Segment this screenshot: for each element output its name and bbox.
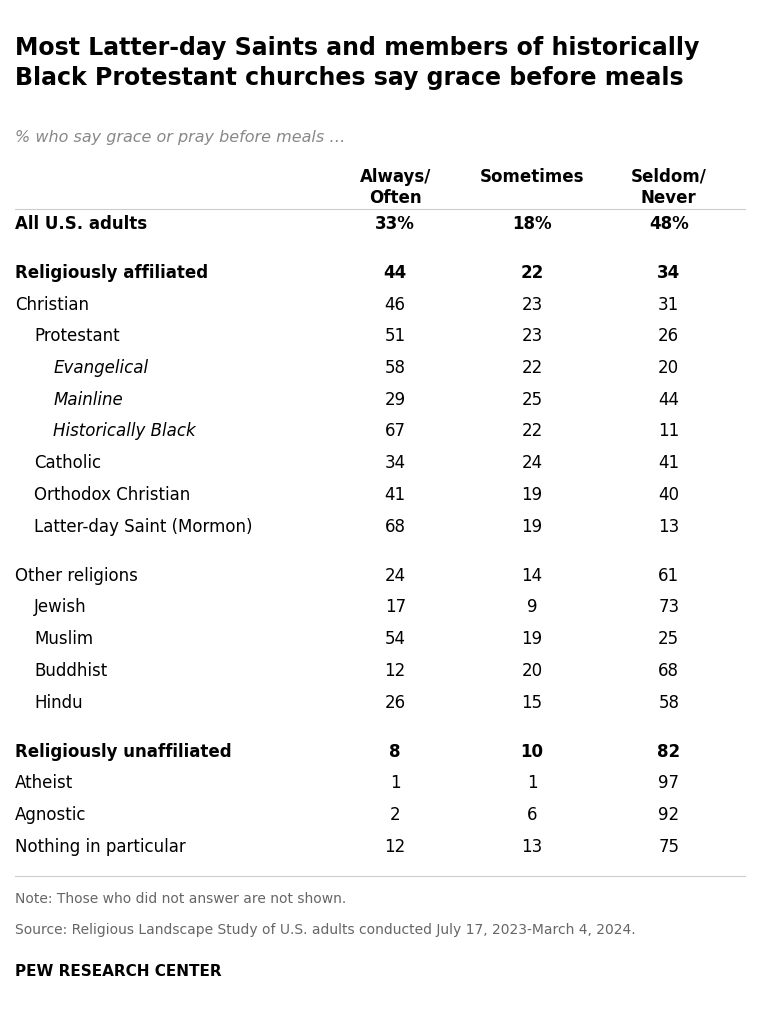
Text: 23: 23 (521, 296, 543, 314)
Text: 41: 41 (658, 454, 679, 473)
Text: 26: 26 (658, 327, 679, 346)
Text: Latter-day Saint (Mormon): Latter-day Saint (Mormon) (34, 518, 252, 536)
Text: 24: 24 (385, 567, 406, 585)
Text: 15: 15 (521, 694, 543, 712)
Text: 33%: 33% (375, 215, 415, 233)
Text: 41: 41 (385, 486, 406, 504)
Text: Orthodox Christian: Orthodox Christian (34, 486, 191, 504)
Text: 73: 73 (658, 598, 679, 617)
Text: Source: Religious Landscape Study of U.S. adults conducted July 17, 2023-March 4: Source: Religious Landscape Study of U.S… (15, 923, 636, 937)
Text: PEW RESEARCH CENTER: PEW RESEARCH CENTER (15, 964, 222, 979)
Text: 54: 54 (385, 630, 406, 649)
Text: 29: 29 (385, 391, 406, 409)
Text: 13: 13 (658, 518, 679, 536)
Text: 51: 51 (385, 327, 406, 346)
Text: 97: 97 (658, 774, 679, 793)
Text: 19: 19 (521, 518, 543, 536)
Text: 23: 23 (521, 327, 543, 346)
Text: Hindu: Hindu (34, 694, 83, 712)
Text: 20: 20 (658, 359, 679, 377)
Text: Seldom/
Never: Seldom/ Never (631, 168, 707, 207)
Text: 31: 31 (658, 296, 679, 314)
Text: All U.S. adults: All U.S. adults (15, 215, 147, 233)
Text: 2: 2 (390, 806, 401, 825)
Text: 13: 13 (521, 838, 543, 856)
Text: Historically Black: Historically Black (53, 422, 196, 441)
Text: 25: 25 (521, 391, 543, 409)
Text: Evangelical: Evangelical (53, 359, 148, 377)
Text: Most Latter-day Saints and members of historically
Black Protestant churches say: Most Latter-day Saints and members of hi… (15, 36, 699, 89)
Text: Jewish: Jewish (34, 598, 87, 617)
Text: Mainline: Mainline (53, 391, 123, 409)
Text: Catholic: Catholic (34, 454, 101, 473)
Text: 92: 92 (658, 806, 679, 825)
Text: 58: 58 (385, 359, 406, 377)
Text: 22: 22 (521, 359, 543, 377)
Text: 18%: 18% (512, 215, 552, 233)
Text: 22: 22 (521, 422, 543, 441)
Text: Nothing in particular: Nothing in particular (15, 838, 186, 856)
Text: 12: 12 (385, 838, 406, 856)
Text: 12: 12 (385, 662, 406, 680)
Text: 34: 34 (385, 454, 406, 473)
Text: 10: 10 (521, 743, 543, 761)
Text: 20: 20 (521, 662, 543, 680)
Text: 19: 19 (521, 630, 543, 649)
Text: 8: 8 (389, 743, 401, 761)
Text: Other religions: Other religions (15, 567, 138, 585)
Text: 26: 26 (385, 694, 406, 712)
Text: Protestant: Protestant (34, 327, 120, 346)
Text: Always/
Often: Always/ Often (359, 168, 431, 207)
Text: 24: 24 (521, 454, 543, 473)
Text: 34: 34 (657, 264, 680, 282)
Text: 75: 75 (658, 838, 679, 856)
Text: Christian: Christian (15, 296, 89, 314)
Text: 68: 68 (385, 518, 406, 536)
Text: 44: 44 (384, 264, 407, 282)
Text: 48%: 48% (649, 215, 689, 233)
Text: 46: 46 (385, 296, 406, 314)
Text: Agnostic: Agnostic (15, 806, 87, 825)
Text: 9: 9 (527, 598, 537, 617)
Text: 67: 67 (385, 422, 406, 441)
Text: 68: 68 (658, 662, 679, 680)
Text: 61: 61 (658, 567, 679, 585)
Text: 6: 6 (527, 806, 537, 825)
Text: 40: 40 (658, 486, 679, 504)
Text: Note: Those who did not answer are not shown.: Note: Those who did not answer are not s… (15, 892, 347, 906)
Text: Buddhist: Buddhist (34, 662, 107, 680)
Text: 44: 44 (658, 391, 679, 409)
Text: 14: 14 (521, 567, 543, 585)
Text: 11: 11 (658, 422, 679, 441)
Text: 25: 25 (658, 630, 679, 649)
Text: 82: 82 (657, 743, 680, 761)
Text: 22: 22 (521, 264, 543, 282)
Text: % who say grace or pray before meals …: % who say grace or pray before meals … (15, 130, 346, 145)
Text: Muslim: Muslim (34, 630, 93, 649)
Text: 1: 1 (527, 774, 537, 793)
Text: 19: 19 (521, 486, 543, 504)
Text: Religiously unaffiliated: Religiously unaffiliated (15, 743, 232, 761)
Text: 1: 1 (390, 774, 401, 793)
Text: Religiously affiliated: Religiously affiliated (15, 264, 208, 282)
Text: Atheist: Atheist (15, 774, 74, 793)
Text: Sometimes: Sometimes (480, 168, 584, 186)
Text: 58: 58 (658, 694, 679, 712)
Text: 17: 17 (385, 598, 406, 617)
